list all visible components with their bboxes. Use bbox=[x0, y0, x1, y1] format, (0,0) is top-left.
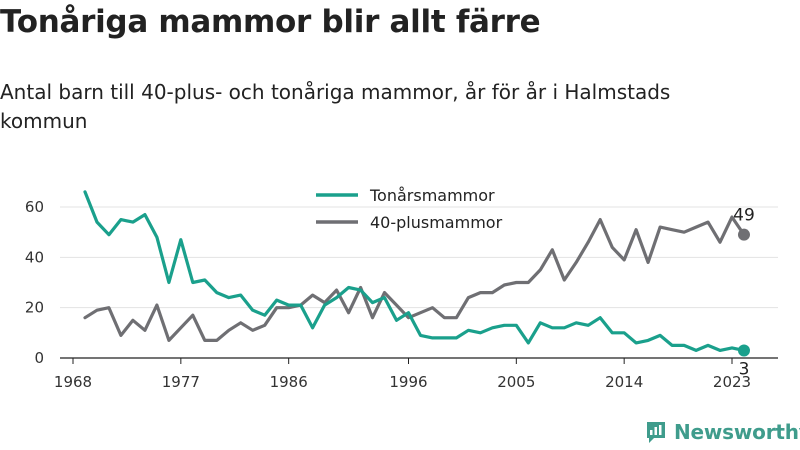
y-tick-label: 0 bbox=[34, 349, 44, 367]
x-tick-label: 1986 bbox=[270, 373, 308, 391]
chart-subtitle: Antal barn till 40-plus- och tonåriga ma… bbox=[0, 80, 671, 133]
series-line-0 bbox=[83, 190, 746, 352]
y-axis-ticks: 0 20 40 60 bbox=[25, 198, 44, 367]
gridlines bbox=[60, 206, 778, 359]
y-tick-label: 60 bbox=[25, 198, 44, 216]
end-marker bbox=[737, 228, 750, 241]
legend-label: 40-plusmammor bbox=[370, 213, 503, 232]
x-tick-label: 2023 bbox=[713, 373, 751, 391]
brand-name: Newsworthy bbox=[674, 420, 800, 444]
end-value-label: 3 bbox=[739, 359, 750, 379]
end-value-label: 49 bbox=[733, 206, 755, 226]
end-markers: 49 3 bbox=[733, 206, 755, 380]
y-tick-label: 20 bbox=[25, 299, 44, 317]
series-lines bbox=[83, 190, 746, 352]
x-tick-label: 2014 bbox=[605, 373, 643, 391]
x-axis-ticks: 1968 1977 1986 1996 2005 2014 2023 bbox=[54, 358, 751, 391]
end-marker bbox=[737, 344, 750, 357]
x-tick-label: 2005 bbox=[497, 373, 535, 391]
x-tick-label: 1968 bbox=[54, 373, 92, 391]
y-tick-label: 40 bbox=[25, 248, 44, 266]
brand-logo[interactable]: Newsworthy bbox=[645, 420, 800, 444]
series-line-1 bbox=[83, 215, 746, 342]
legend-label: Tonårsmammor bbox=[369, 186, 495, 205]
x-tick-label: 1996 bbox=[389, 373, 427, 391]
legend: Tonårsmammor 40-plusmammor bbox=[316, 186, 503, 232]
bar-chart-logo-icon bbox=[647, 422, 665, 443]
chart-title: Tonåriga mammor blir allt färre bbox=[0, 4, 541, 40]
x-tick-label: 1977 bbox=[162, 373, 200, 391]
